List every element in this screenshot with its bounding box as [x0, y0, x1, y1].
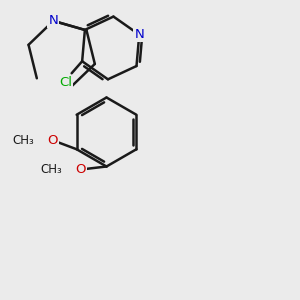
- Text: CH₃: CH₃: [40, 163, 62, 176]
- Text: O: O: [47, 134, 58, 147]
- Text: CH₃: CH₃: [12, 134, 34, 147]
- Text: N: N: [134, 28, 144, 41]
- Text: O: O: [76, 163, 86, 176]
- Text: N: N: [49, 14, 58, 27]
- Text: Cl: Cl: [59, 76, 72, 89]
